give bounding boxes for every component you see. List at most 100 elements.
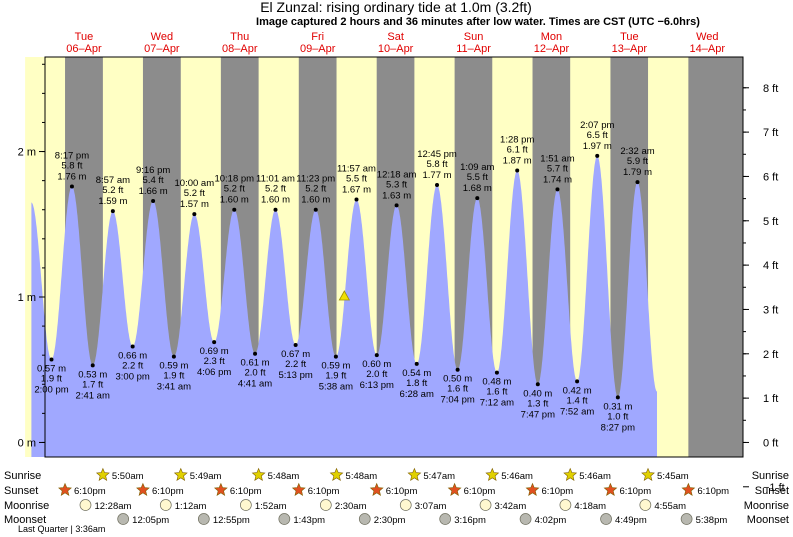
sunset-time: 6:10pm <box>619 486 651 497</box>
moonset-moon-icon <box>358 513 371 525</box>
low-tide-ft: 1.6 ft <box>486 387 507 398</box>
astronomy-rows: Sunrise Sunrise 5:50am 5:49am 5:48am 5:48am 5:… <box>4 467 789 526</box>
sunrise-time: 5:46am <box>579 471 611 482</box>
chart-title: El Zunzal: rising ordinary tide at 1.0m … <box>260 0 532 15</box>
low-tide-m: 0.40 m <box>523 388 552 399</box>
sunrise-time: 5:48am <box>346 471 378 482</box>
low-tide-point <box>535 382 540 387</box>
day-name: Thu <box>230 31 249 43</box>
low-tide-m: 0.69 m <box>200 346 229 357</box>
sunrise-time: 5:47am <box>423 471 455 482</box>
moonset-moon-icon <box>680 513 693 525</box>
sunset-time: 6:10pm <box>464 486 496 497</box>
y-tick-label-ft: 5 ft <box>763 216 778 228</box>
high-tide-point <box>273 207 278 212</box>
high-tide-time: 11:57 am <box>337 164 376 175</box>
high-tide-point <box>69 184 74 189</box>
high-tide-m: 1.76 m <box>57 171 86 182</box>
moonrise-moon-icon <box>79 499 92 511</box>
low-tide-point <box>374 353 379 358</box>
tide-markers: 0.57 m1.9 ft2:00 pm8:17 pm5.8 ft1.76 m0.… <box>34 120 654 433</box>
sunrise-time: 5:48am <box>268 471 300 482</box>
sunset-time: 6:10pm <box>386 486 418 497</box>
sunset-star-icon <box>681 482 696 496</box>
day-name: Sat <box>387 31 404 43</box>
moonset-moon-icon <box>117 513 130 525</box>
moonset-time: 12:05pm <box>132 515 169 526</box>
sunset-star-icon <box>58 482 72 496</box>
high-tide-point <box>192 212 197 217</box>
high-tide-ft: 5.4 ft <box>143 175 164 186</box>
tide-water-area <box>31 155 657 457</box>
low-tide-time: 4:41 am <box>238 379 272 390</box>
moonrise-time: 1:12am <box>175 501 207 512</box>
y-tick-label-ft: 0 ft <box>763 437 778 449</box>
high-tide-point <box>595 153 600 158</box>
high-tide-ft: 5.2 ft <box>265 184 286 195</box>
low-tide-ft: 2.3 ft <box>204 356 225 367</box>
low-tide-point <box>171 354 176 359</box>
low-tide-m: 0.42 m <box>563 385 592 396</box>
high-tide-time: 12:18 am <box>377 169 417 180</box>
sunset-star-icon <box>213 482 228 496</box>
moonrise-moon-icon <box>639 499 652 511</box>
high-tide-point <box>475 196 480 201</box>
high-tide-ft: 5.8 ft <box>61 160 82 171</box>
high-tide-point <box>394 203 399 208</box>
low-tide-point <box>615 395 620 400</box>
axes: 0 m 1 m 2 m −1 ft 0 ft 1 ft 2 ft 3 ft 4 ft 5 ft 6 … <box>18 63 785 494</box>
tide-curve <box>31 155 657 457</box>
low-tide-m: 0.67 m <box>281 349 310 360</box>
high-tide-m: 1.87 m <box>503 155 532 166</box>
low-tide-ft: 1.0 ft <box>607 411 628 422</box>
moonrise-time: 3:07am <box>415 501 447 512</box>
day-date: 09–Apr <box>300 43 336 55</box>
high-tide-m: 1.68 m <box>463 183 492 194</box>
low-tide-m: 0.48 m <box>482 377 511 388</box>
day-date: 07–Apr <box>144 43 180 55</box>
sunset-row-label-right: Sunset <box>755 485 789 497</box>
moonset-time: 4:02pm <box>535 515 567 526</box>
moonrise-time: 2:30am <box>335 501 367 512</box>
sunset-time: 6:10pm <box>697 486 729 497</box>
high-tide-point <box>313 207 318 212</box>
moonrise-moon-icon <box>399 499 412 511</box>
plot-frame <box>44 56 744 458</box>
day-labels: Tue06–AprWed07–AprThu08–AprFri09–AprSat1… <box>66 31 725 55</box>
low-tide-time: 3:41 am <box>157 382 191 393</box>
low-tide-point <box>130 344 135 349</box>
low-tide-ft: 2.2 ft <box>122 360 143 371</box>
low-tide-m: 0.61 m <box>241 358 270 369</box>
low-tide-m: 0.66 m <box>118 350 147 361</box>
high-tide-time: 2:07 pm <box>580 120 614 131</box>
high-tide-time: 11:23 pm <box>296 174 335 185</box>
y-tick-label-m: 1 m <box>18 292 36 304</box>
high-tide-m: 1.60 m <box>261 195 290 206</box>
low-tide-ft: 1.8 ft <box>406 378 427 389</box>
sunrise-time: 5:49am <box>190 471 222 482</box>
sunrise-row-label-right: Sunrise <box>752 470 789 482</box>
high-tide-time: 8:17 pm <box>55 150 89 161</box>
high-tide-time: 1:51 am <box>540 153 574 164</box>
low-tide-point <box>49 357 54 362</box>
sunrise-star-icon <box>407 467 422 481</box>
low-tide-time: 2:00 pm <box>34 385 68 396</box>
high-tide-m: 1.74 m <box>543 174 572 185</box>
low-tide-point <box>494 370 499 375</box>
moonrise-row-label-right: Moonrise <box>744 500 789 512</box>
y-tick-label-m: 2 m <box>18 147 36 159</box>
sunrise-time: 5:45am <box>657 471 689 482</box>
low-tide-ft: 2.0 ft <box>244 368 265 379</box>
low-tide-m: 0.53 m <box>78 369 107 380</box>
high-tide-ft: 5.8 ft <box>426 159 447 170</box>
high-tide-ft: 5.9 ft <box>627 156 648 167</box>
high-tide-ft: 6.1 ft <box>507 144 528 155</box>
day-date: 14–Apr <box>690 43 726 55</box>
high-tide-time: 2:32 am <box>620 146 654 157</box>
moonset-moon-icon <box>600 513 612 525</box>
low-tide-point <box>575 379 580 384</box>
high-tide-m: 1.63 m <box>382 190 411 201</box>
day-date: 08–Apr <box>222 43 258 55</box>
high-tide-point <box>515 168 520 173</box>
